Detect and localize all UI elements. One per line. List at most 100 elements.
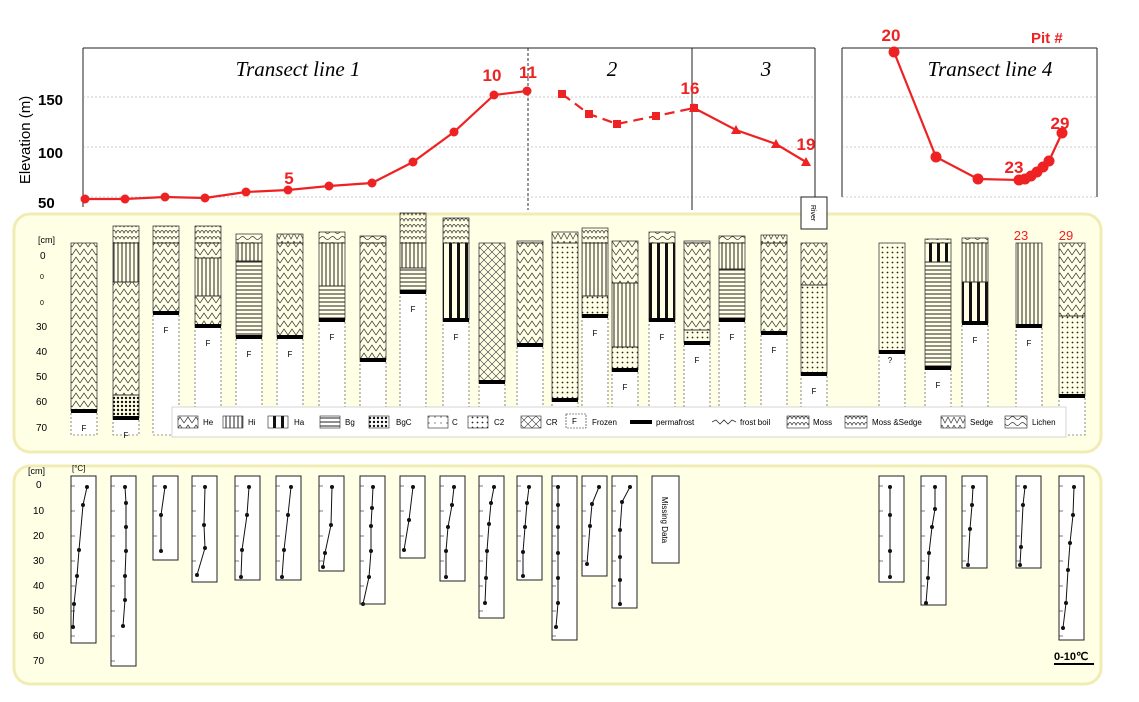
soil-profile-column: F [112, 225, 140, 440]
frozen-mark: F [82, 424, 87, 433]
frozen-zone [70, 410, 98, 436]
soil-layer [194, 257, 222, 297]
temperature-profile-line [1019, 486, 1026, 566]
temperature-frame [478, 475, 505, 619]
temperature-point [485, 549, 489, 553]
temperature-point [590, 502, 594, 506]
temperature-point [330, 485, 334, 489]
temperature-point [159, 549, 163, 553]
legend-label: Frozen [592, 418, 617, 427]
temperature-point [245, 513, 249, 517]
temperature-point [888, 485, 892, 489]
temperature-column [191, 475, 218, 583]
temperature-point [371, 485, 375, 489]
temperature-point [81, 503, 85, 507]
transect-label: Transect line 4 [928, 57, 1053, 81]
temperature-point [521, 574, 525, 578]
legend-swatch-sedge [940, 415, 966, 429]
soil-layer [276, 242, 304, 338]
y-tick-label: 150 [38, 92, 63, 109]
depth-tick: 60 [33, 631, 45, 642]
temperature-point [121, 624, 125, 628]
legend-swatch-moss-sedge [844, 415, 868, 429]
soil-profile-column: F [800, 242, 828, 436]
transect-1-point [200, 193, 210, 203]
soil-layer [516, 242, 544, 346]
frozen-mark: F [124, 431, 129, 440]
temperature-frame [878, 475, 905, 583]
soil-layer [800, 284, 828, 375]
soil-layer [581, 242, 609, 297]
transect-1-point [367, 178, 377, 188]
permafrost-line [479, 380, 505, 384]
legend-swatch-bg [319, 415, 341, 429]
legend-label: Bg [345, 418, 355, 427]
temperature-profile-line [925, 487, 936, 604]
permafrost-line [649, 318, 675, 322]
temperature-column [878, 475, 905, 583]
temperature-point [124, 501, 128, 505]
transect-3-line [693, 107, 807, 163]
soil-profile-column: F [611, 240, 639, 436]
soil-profile-column: F [442, 217, 470, 436]
soil-layer [800, 242, 828, 286]
legend-swatch-c [427, 415, 449, 429]
pit-number-label: 29 [1059, 228, 1073, 243]
legend-label: C2 [494, 418, 505, 427]
legend-label: He [203, 418, 214, 427]
transect-1-point [120, 194, 130, 204]
temperature-column [961, 475, 988, 569]
temperature-point [588, 524, 592, 528]
temperature-point [554, 625, 558, 629]
legend-label: Ha [294, 418, 305, 427]
temperature-point [888, 513, 892, 517]
temperature-point [124, 525, 128, 529]
temperature-point [628, 485, 632, 489]
temperature-profile-line [281, 486, 292, 578]
temperature-point [239, 575, 243, 579]
pit-marker-label: 5 [284, 169, 293, 188]
temperature-point [523, 525, 527, 529]
legend-swatch-lichen [1004, 415, 1028, 429]
temperature-point [123, 485, 127, 489]
transect-1-point [449, 127, 459, 137]
temperature-point [1019, 545, 1023, 549]
pit-marker-label: 23 [1005, 158, 1024, 177]
soil-layer [442, 217, 470, 244]
soil-profile-column: F [318, 231, 346, 436]
depth-tick: 0 [40, 274, 44, 281]
temperature-column [551, 475, 578, 641]
transect-3-point [731, 125, 741, 134]
temperature-point [247, 485, 251, 489]
temperature-point [556, 551, 560, 555]
permafrost-line [1059, 394, 1085, 398]
soil-layer [70, 242, 98, 412]
temperature-point [521, 550, 525, 554]
soil-layer [551, 231, 579, 244]
transect-3-point [801, 157, 811, 166]
soil-layer [276, 233, 304, 244]
frozen-mark: F [247, 350, 252, 359]
temperature-profile-line [322, 486, 333, 568]
soil-layer [152, 242, 180, 314]
legend-label: BgC [396, 418, 412, 427]
depth-unit-label: [cm] [38, 235, 55, 245]
depth-tick: 50 [36, 372, 48, 383]
soil-layer [581, 227, 609, 244]
transect-1-point [408, 157, 418, 167]
temperature-point [484, 576, 488, 580]
temperature-point [321, 565, 325, 569]
temperature-point [924, 601, 928, 605]
temperature-point [289, 485, 293, 489]
temperature-point [618, 528, 622, 532]
permafrost-line [879, 350, 905, 354]
temperature-point [369, 549, 373, 553]
depth-unit-label: [cm] [28, 466, 45, 476]
temperature-point [203, 546, 207, 550]
transect-2-point [585, 110, 593, 118]
temperature-point [966, 563, 970, 567]
soil-layer [683, 242, 711, 331]
soil-layer [399, 242, 427, 269]
transect-1-point [489, 90, 499, 100]
